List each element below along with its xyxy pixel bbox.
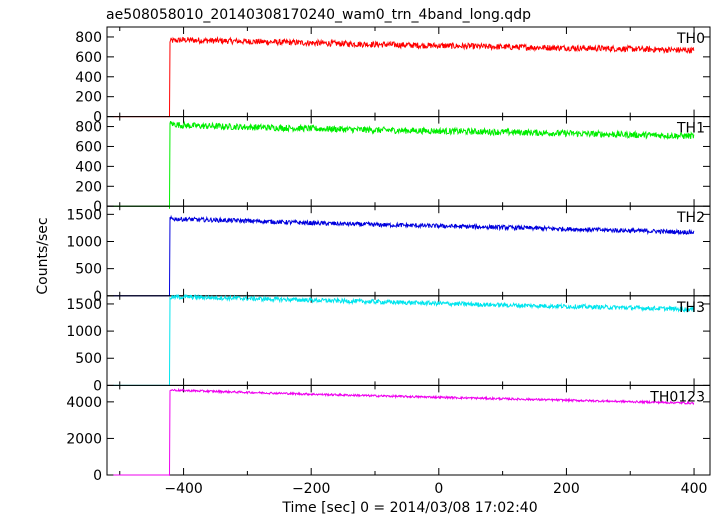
y-tick-label: 1500 xyxy=(66,297,102,313)
y-tick-label: 600 xyxy=(75,50,102,66)
panels-group: 0 200 400 600 800 TH0 0 200 400 600 800 TH1 0 500 1000… xyxy=(66,26,711,497)
x-tick-label: −400 xyxy=(164,481,202,497)
y-tick-label: 0 xyxy=(93,289,102,305)
panel-label-th2: TH2 xyxy=(676,210,705,226)
y-tick-label: 200 xyxy=(75,179,102,195)
series-line-th0123 xyxy=(113,387,695,476)
panel-frame-th0123 xyxy=(106,384,711,476)
y-tick-label: 0 xyxy=(93,468,102,484)
series-line-th2 xyxy=(113,214,695,297)
series-line-th3 xyxy=(113,293,695,386)
y-tick-label: 800 xyxy=(75,120,102,136)
panel-label-th0: TH0 xyxy=(676,31,705,47)
series-line-th0 xyxy=(113,36,695,118)
y-tick-label: 600 xyxy=(75,139,102,155)
panel-label-th0123: TH0123 xyxy=(649,389,705,405)
y-tick-label: 200 xyxy=(75,90,102,106)
y-tick-label: 800 xyxy=(75,30,102,46)
y-axis-label: Counts/sec xyxy=(35,217,51,294)
series-line-th1 xyxy=(113,120,695,209)
panel-label-th1: TH1 xyxy=(676,121,705,137)
chart-title: ae508058010_20140308170240_wam0_trn_4ban… xyxy=(106,7,531,23)
y-tick-label: 1000 xyxy=(66,324,102,340)
y-tick-label: 0 xyxy=(93,378,102,394)
panel-label-th3: TH3 xyxy=(676,300,705,316)
y-tick-label: 0 xyxy=(93,199,102,215)
y-tick-label: 2000 xyxy=(66,431,102,447)
y-tick-label: 0 xyxy=(93,110,102,126)
x-tick-label: −200 xyxy=(292,481,330,497)
y-tick-label: 500 xyxy=(75,351,102,367)
y-tick-label: 1000 xyxy=(66,234,102,250)
y-tick-label: 500 xyxy=(75,262,102,278)
x-tick-label: 0 xyxy=(434,481,443,497)
y-tick-label: 400 xyxy=(75,70,102,86)
x-tick-label: 400 xyxy=(681,481,708,497)
y-tick-label: 400 xyxy=(75,159,102,175)
y-tick-label: 1500 xyxy=(66,207,102,223)
y-tick-label: 4000 xyxy=(66,395,102,411)
x-axis-label: Time [sec] 0 = 2014/03/08 17:02:40 xyxy=(281,500,537,516)
x-tick-label: 200 xyxy=(553,481,580,497)
